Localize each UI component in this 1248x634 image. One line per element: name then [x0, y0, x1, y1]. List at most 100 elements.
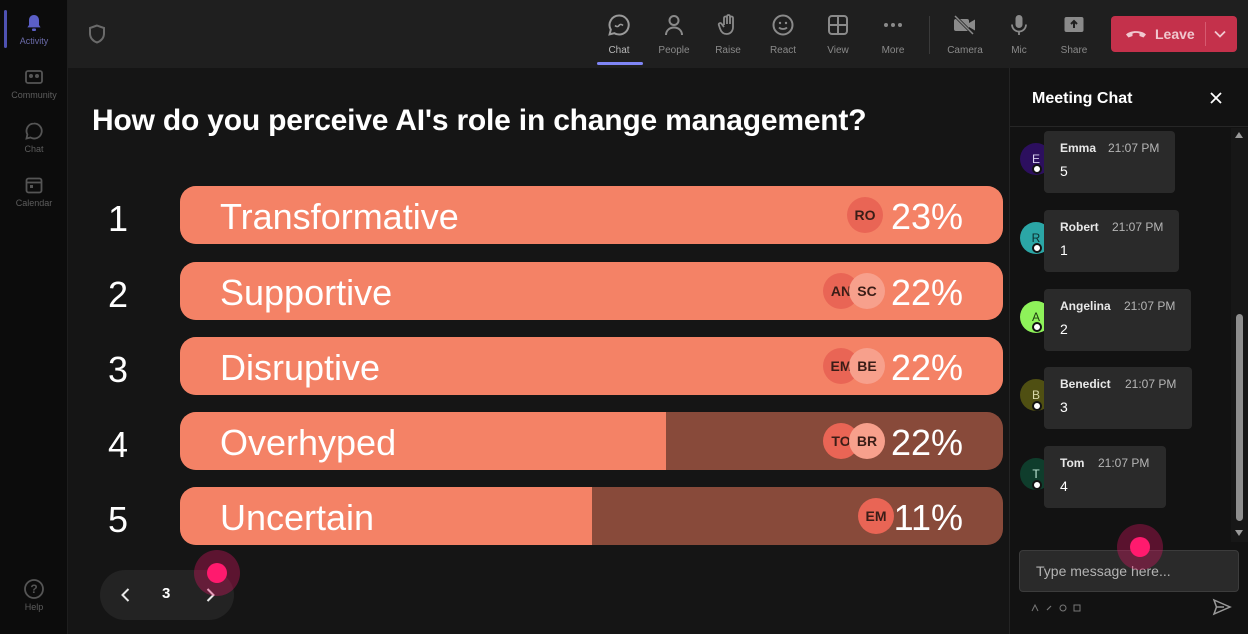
svg-text:?: ? — [30, 582, 37, 596]
message-author: Robert — [1060, 220, 1099, 234]
send-icon[interactable] — [1212, 598, 1234, 618]
help-icon: ? — [23, 578, 45, 600]
message-time: 21:07 PM — [1124, 299, 1176, 313]
toolbar-react-button[interactable]: React — [758, 10, 808, 60]
rail-item-community[interactable]: Community — [0, 66, 68, 100]
chat-icon — [23, 120, 45, 142]
chat-title: Meeting Chat — [1032, 90, 1133, 107]
message-time: 21:07 PM — [1098, 456, 1150, 470]
message-text: 4 — [1060, 478, 1068, 494]
toolbar-label: Mic — [1011, 45, 1027, 56]
chat-message: Angelina 21:07 PM 2 — [1044, 289, 1191, 351]
toolbar-share-button[interactable]: Share — [1049, 10, 1099, 60]
voter-avatar: RO — [847, 197, 883, 233]
active-tab-indicator — [597, 62, 643, 65]
option-bar[interactable]: Transformative RO 23% — [180, 186, 1003, 244]
voter-avatar: BR — [849, 423, 885, 459]
chat-message-input[interactable] — [1019, 550, 1239, 592]
message-author: Angelina — [1060, 299, 1111, 313]
toolbar-view-button[interactable]: View — [813, 10, 863, 60]
option-percent: 11% — [893, 497, 963, 538]
app-rail: Activity Community Chat Calendar ? Help — [0, 0, 68, 634]
rail-active-indicator — [4, 10, 7, 48]
option-bar[interactable]: Disruptive EM BE 22% — [180, 337, 1003, 395]
option-number: 5 — [108, 499, 129, 540]
leave-button[interactable]: Leave — [1111, 16, 1237, 52]
option-percent: 22% — [890, 272, 963, 313]
message-time: 21:07 PM — [1112, 220, 1164, 234]
option-bar-fill — [180, 487, 592, 545]
option-label: Disruptive — [220, 347, 381, 388]
toolbar-label: Camera — [947, 45, 983, 56]
option-bar[interactable]: Uncertain EM 11% — [180, 487, 1003, 545]
chat-message: Tom 21:07 PM 4 — [1044, 446, 1166, 508]
format-icon[interactable] — [1030, 603, 1040, 613]
calendar-icon — [23, 174, 45, 196]
toolbar-people-button[interactable]: People — [649, 10, 699, 60]
phone-hangup-icon — [1125, 27, 1147, 41]
meeting-toolbar: Chat People Raise React View More C — [68, 0, 1248, 68]
option-label: Uncertain — [220, 497, 375, 538]
poll-option: 5 Uncertain EM 11% — [68, 487, 1009, 547]
voter-avatar: BE — [849, 348, 885, 384]
message-author: Tom — [1060, 456, 1085, 470]
gif-icon[interactable] — [1072, 603, 1082, 613]
meeting-chat-panel: Meeting Chat E Emma 21:07 PM 5 R Robert … — [1009, 68, 1248, 634]
presence-dot — [1032, 480, 1042, 490]
chat-scrollbar[interactable] — [1231, 128, 1248, 542]
message-author: Benedict — [1060, 377, 1111, 391]
rail-item-chat[interactable]: Chat — [0, 120, 68, 154]
pointer-highlight — [194, 550, 240, 596]
rail-item-activity[interactable]: Activity — [0, 12, 68, 46]
chevron-right-icon[interactable] — [200, 585, 220, 610]
toolbar-divider — [929, 16, 930, 54]
toolbar-label: Chat — [608, 45, 630, 56]
option-label: Supportive — [220, 272, 393, 313]
hand-icon — [715, 12, 741, 38]
chevron-down-icon[interactable] — [1212, 26, 1228, 47]
chat-message: Emma 21:07 PM 5 — [1044, 131, 1175, 193]
leave-divider — [1205, 22, 1206, 46]
chat-message: Benedict 21:07 PM 3 — [1044, 367, 1192, 429]
rail-item-calendar[interactable]: Calendar — [0, 174, 68, 208]
message-text: 5 — [1060, 163, 1068, 179]
share-icon — [1061, 12, 1087, 38]
poll-stage: How do you perceive AI's role in change … — [68, 68, 1009, 634]
rail-label: Chat — [24, 144, 44, 154]
toolbar-chat-button[interactable]: Chat — [594, 10, 644, 60]
presence-dot — [1032, 164, 1042, 174]
voter-avatar: EM — [858, 498, 894, 534]
toolbar-label: People — [658, 45, 690, 56]
close-icon[interactable] — [1208, 90, 1224, 111]
chat-message: Robert 21:07 PM 1 — [1044, 210, 1179, 272]
scroll-up-arrow[interactable] — [1235, 132, 1243, 138]
chevron-left-icon[interactable] — [116, 585, 136, 610]
emoji-icon[interactable] — [1058, 603, 1068, 613]
community-icon — [23, 66, 45, 88]
option-number: 3 — [108, 349, 129, 390]
poll-option: 1 Transformative RO 23% — [68, 186, 1009, 246]
attach-icon[interactable] — [1044, 603, 1054, 613]
scroll-thumb[interactable] — [1236, 314, 1243, 521]
poll-question: How do you perceive AI's role in change … — [92, 104, 867, 137]
message-text: 3 — [1060, 399, 1068, 415]
bell-icon — [23, 12, 45, 34]
toolbar-raise-button[interactable]: Raise — [703, 10, 753, 60]
toolbar-label: More — [881, 45, 905, 56]
shield-icon — [88, 24, 106, 49]
rail-item-help[interactable]: ? Help — [0, 578, 68, 612]
toolbar-more-button[interactable]: More — [868, 10, 918, 60]
leave-label: Leave — [1155, 26, 1195, 42]
message-text: 1 — [1060, 242, 1068, 258]
scroll-down-arrow[interactable] — [1235, 530, 1243, 536]
toolbar-label: Raise — [715, 45, 741, 56]
option-percent: 22% — [890, 347, 963, 388]
message-text: 2 — [1060, 321, 1068, 337]
option-bar[interactable]: Overhyped TO BR 22% — [180, 412, 1003, 470]
poll-option: 4 Overhyped TO BR 22% — [68, 412, 1009, 472]
option-bar[interactable]: Supportive AN SC 22% — [180, 262, 1003, 320]
toolbar-camera-button[interactable]: Camera — [940, 10, 990, 60]
chat-icon — [606, 12, 632, 38]
toolbar-mic-button[interactable]: Mic — [994, 10, 1044, 60]
presence-dot — [1032, 322, 1042, 332]
